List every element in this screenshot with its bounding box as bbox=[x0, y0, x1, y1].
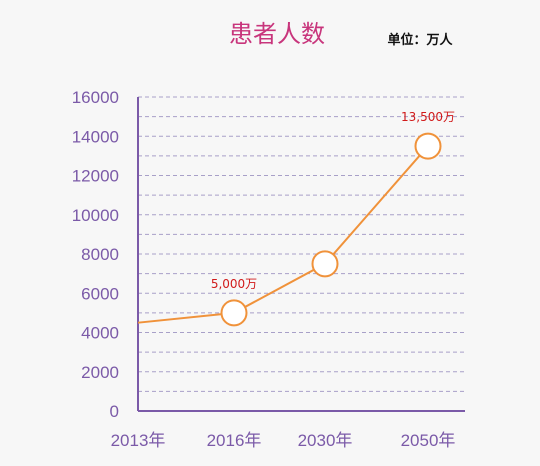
y-tick-label: 10000 bbox=[72, 206, 119, 225]
unit-label: 单位：万人 bbox=[387, 32, 453, 48]
x-tick-label: 2013年 bbox=[111, 431, 166, 450]
grid-lines bbox=[138, 96, 465, 392]
y-tick-label: 14000 bbox=[72, 127, 119, 146]
data-label: 13,500万 bbox=[401, 110, 455, 124]
y-tick-label: 12000 bbox=[72, 167, 119, 186]
y-tick-label: 6000 bbox=[81, 284, 119, 303]
data-points bbox=[220, 132, 442, 327]
data-labels: 5,000万 13,500万 bbox=[211, 110, 455, 291]
series-line bbox=[137, 145, 429, 324]
chart-title: 患者人数 bbox=[229, 20, 325, 48]
y-tick-label: 8000 bbox=[81, 245, 119, 264]
x-tick-label: 2050年 bbox=[401, 431, 456, 450]
x-tick-label: 2016年 bbox=[207, 431, 262, 450]
data-label: 5,000万 bbox=[211, 277, 257, 291]
y-tick-label: 2000 bbox=[81, 363, 119, 382]
y-tick-label: 4000 bbox=[81, 324, 119, 343]
y-tick-labels: 0 2000 4000 6000 8000 10000 12000 14000 16000 bbox=[72, 88, 119, 421]
y-tick-label: 0 bbox=[110, 402, 119, 421]
data-point bbox=[311, 250, 339, 278]
data-point bbox=[220, 299, 248, 327]
y-tick-label: 16000 bbox=[72, 88, 119, 107]
data-point bbox=[414, 132, 442, 160]
x-tick-label: 2030年 bbox=[298, 431, 353, 450]
axes bbox=[137, 97, 465, 412]
series-line-group bbox=[137, 145, 429, 324]
x-tick-labels: 2013年 2016年 2030年 2050年 bbox=[111, 431, 456, 450]
